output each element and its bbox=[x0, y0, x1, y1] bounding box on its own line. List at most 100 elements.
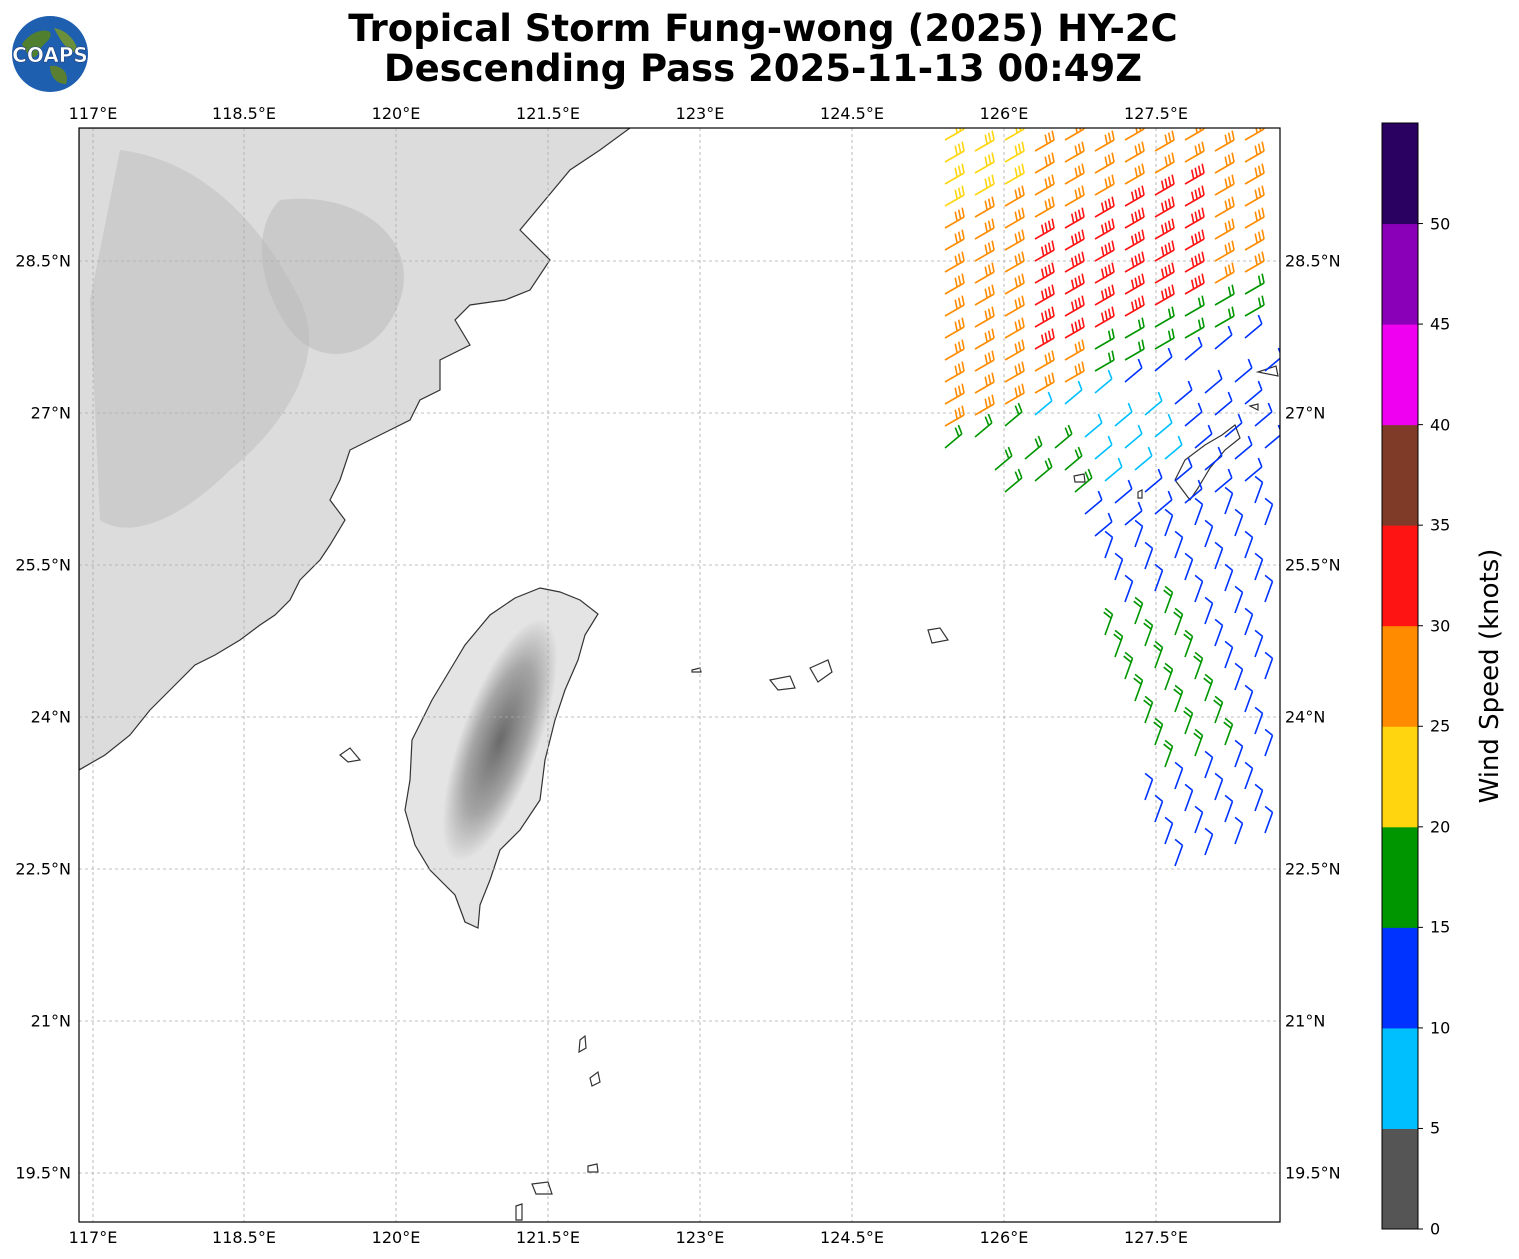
wind-barb bbox=[1184, 273, 1205, 295]
wind-barb bbox=[1143, 618, 1154, 647]
wind-barb bbox=[1064, 251, 1085, 273]
wind-barb bbox=[1094, 328, 1115, 350]
wind-barb bbox=[1203, 673, 1214, 702]
wind-barb bbox=[1094, 369, 1113, 394]
wind-barb bbox=[1004, 229, 1025, 251]
wind-barb bbox=[1204, 596, 1214, 625]
wind-barb bbox=[1244, 530, 1254, 559]
wind-barb bbox=[1193, 728, 1204, 757]
lat-tick-label-left: 27°N bbox=[30, 403, 71, 423]
wind-barb bbox=[974, 413, 993, 438]
colorbar-segment bbox=[1382, 525, 1418, 627]
wind-barb bbox=[994, 446, 1013, 471]
wind-barb bbox=[1154, 347, 1173, 372]
wind-barb bbox=[1124, 207, 1145, 229]
wind-barb bbox=[974, 130, 995, 152]
wind-barb bbox=[1124, 501, 1143, 526]
wind-barb bbox=[974, 328, 995, 350]
wind-barb bbox=[1194, 497, 1204, 526]
wind-barb bbox=[1214, 218, 1235, 240]
wind-barb bbox=[1224, 413, 1243, 438]
wind-barb bbox=[1004, 295, 1025, 317]
wind-barb bbox=[1154, 284, 1175, 306]
wind-barb bbox=[1184, 128, 1205, 141]
wind-barb bbox=[1064, 185, 1085, 207]
iriomote-island bbox=[809, 659, 833, 683]
wind-barb bbox=[1004, 141, 1025, 163]
wind-barb bbox=[1224, 486, 1234, 515]
wind-barb bbox=[974, 284, 995, 306]
wind-barb bbox=[1124, 295, 1145, 317]
colorbar-tick-label: 30 bbox=[1430, 616, 1451, 636]
wind-barb bbox=[1254, 629, 1264, 658]
wind-barb bbox=[1034, 152, 1055, 174]
wind-barb bbox=[1214, 306, 1235, 328]
lat-tick-label-right: 25.5°N bbox=[1285, 555, 1341, 575]
wind-barb bbox=[1264, 424, 1280, 449]
lon-tick-label-top: 117°E bbox=[68, 104, 118, 123]
wind-barb bbox=[974, 174, 995, 196]
wind-barb bbox=[944, 207, 965, 229]
wind-barb bbox=[1194, 424, 1213, 449]
colorbar-frame bbox=[1381, 122, 1419, 1230]
wind-barb bbox=[1034, 391, 1053, 416]
wind-barb bbox=[1244, 380, 1263, 405]
wind-barb bbox=[1094, 130, 1115, 152]
wind-barb bbox=[1154, 196, 1175, 218]
wind-barb bbox=[1234, 508, 1244, 537]
wind-barb bbox=[944, 273, 965, 295]
wind-barb bbox=[1184, 163, 1205, 185]
wind-barb bbox=[1034, 218, 1055, 240]
wind-barb bbox=[1094, 218, 1115, 240]
colorbar-tick-label: 25 bbox=[1430, 716, 1451, 736]
wind-barb bbox=[1104, 457, 1123, 482]
colorbar-segment bbox=[1382, 324, 1418, 426]
colorbar-segment bbox=[1382, 927, 1418, 1029]
wind-barb bbox=[1183, 706, 1194, 735]
wind-barb bbox=[1113, 629, 1124, 658]
wind-barb bbox=[944, 229, 965, 251]
wind-barb bbox=[1054, 424, 1073, 449]
wind-barb bbox=[1184, 336, 1203, 361]
wind-barb bbox=[1244, 457, 1263, 482]
colorbar-segment bbox=[1382, 424, 1418, 526]
wind-barb bbox=[1234, 435, 1253, 460]
wind-barb bbox=[1084, 413, 1103, 438]
wind-barb bbox=[1254, 783, 1264, 812]
wind-barb bbox=[1204, 369, 1223, 394]
colorbar-label: Wind Speed (knots) bbox=[1475, 548, 1505, 804]
colorbar-segment bbox=[1382, 625, 1418, 727]
wind-barb bbox=[1184, 552, 1194, 581]
wind-barb bbox=[1214, 130, 1235, 152]
wind-barb bbox=[1004, 339, 1025, 361]
wind-barb bbox=[1034, 350, 1055, 372]
wind-barb bbox=[1173, 684, 1184, 713]
lat-tick-label-left: 25.5°N bbox=[15, 555, 71, 575]
wind-barb bbox=[1254, 402, 1273, 427]
wind-barb bbox=[1034, 372, 1055, 394]
wind-barb bbox=[1154, 174, 1175, 196]
wind-barb bbox=[1214, 152, 1235, 174]
wind-barb bbox=[1154, 130, 1175, 152]
wind-barb bbox=[1213, 695, 1224, 724]
wind-barb bbox=[974, 350, 995, 372]
wind-barb bbox=[1224, 563, 1234, 592]
lon-tick-label-bottom: 124.5°E bbox=[820, 1228, 884, 1247]
wind-barb bbox=[1144, 391, 1163, 416]
map-title-line1: Tropical Storm Fung-wong (2025) HY-2C bbox=[348, 7, 1178, 50]
wind-barb bbox=[1204, 827, 1214, 856]
wind-barb bbox=[1174, 457, 1193, 482]
wind-barb bbox=[1004, 185, 1025, 207]
colorbar-tick-label: 10 bbox=[1430, 1018, 1451, 1038]
wind-barb bbox=[1244, 229, 1265, 251]
wind-barb bbox=[1174, 761, 1184, 790]
lon-tick-label-top: 121.5°E bbox=[516, 104, 580, 123]
wind-barb bbox=[944, 317, 965, 339]
wind-barb bbox=[1214, 468, 1233, 493]
colorbar-tick-label: 35 bbox=[1430, 515, 1451, 535]
wind-barb bbox=[1094, 306, 1115, 328]
wind-barb bbox=[944, 295, 965, 317]
wind-barb bbox=[1133, 596, 1144, 625]
wind-barb bbox=[1264, 574, 1274, 603]
wind-barb bbox=[1064, 361, 1085, 383]
